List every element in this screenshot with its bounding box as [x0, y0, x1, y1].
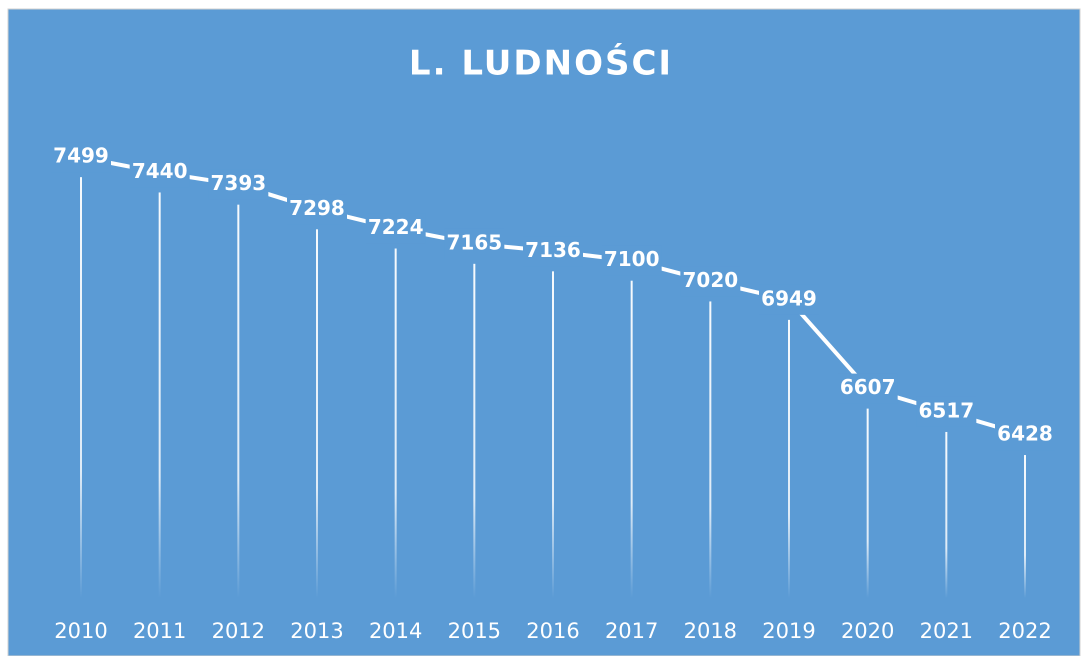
drop-line [552, 271, 554, 598]
x-tick-label: 2018 [684, 619, 737, 643]
label-background [208, 169, 269, 200]
drop-line [394, 248, 397, 599]
chart-background [7, 8, 1081, 656]
data-label: 7440 [132, 159, 188, 183]
x-tick-label: 2019 [762, 619, 815, 643]
label-background [601, 245, 662, 276]
x-tick-label: 2017 [605, 619, 658, 643]
x-tick-label: 2013 [290, 619, 343, 643]
x-tick-label: 2015 [448, 619, 501, 643]
drop-line [630, 280, 633, 598]
drop-line [158, 192, 161, 598]
label-background [837, 373, 898, 404]
label-background [129, 157, 190, 188]
drop-line [473, 263, 476, 598]
x-tick-label: 2020 [841, 619, 894, 643]
drop-line [945, 431, 948, 598]
label-background [995, 420, 1055, 451]
data-label: 7224 [368, 215, 424, 239]
data-label: 6607 [840, 375, 896, 399]
drop-line [788, 319, 790, 598]
label-background [759, 284, 819, 315]
chart-title: L. LUDNOŚCI [409, 43, 673, 84]
x-tick-label: 2010 [54, 619, 107, 643]
drop-line [80, 177, 82, 598]
x-tick-label: 2022 [998, 619, 1051, 643]
data-label: 7393 [210, 171, 266, 195]
x-tick-label: 2011 [133, 619, 186, 643]
label-background [287, 194, 347, 225]
label-background [523, 236, 583, 267]
label-background [51, 142, 111, 173]
data-label: 7020 [682, 268, 738, 292]
drop-line [1024, 455, 1026, 598]
data-label: 6517 [918, 398, 974, 422]
label-background [444, 228, 505, 259]
x-tick-label: 2012 [212, 619, 265, 643]
label-background [680, 266, 741, 297]
data-label: 6949 [761, 286, 817, 310]
x-tick-label: 2014 [369, 619, 422, 643]
drop-line [709, 301, 712, 598]
data-label: 7499 [53, 144, 109, 168]
data-label: 7136 [525, 238, 581, 262]
drop-line [866, 408, 869, 598]
drop-line [316, 229, 318, 599]
x-tick-label: 2021 [920, 619, 973, 643]
drop-line [237, 204, 240, 598]
label-background [916, 396, 977, 427]
x-tick-label: 2016 [526, 619, 579, 643]
data-label: 7298 [289, 196, 345, 220]
data-label: 7165 [446, 230, 502, 254]
data-label: 7100 [604, 247, 660, 271]
data-label: 6428 [997, 422, 1053, 446]
label-background [365, 213, 426, 244]
